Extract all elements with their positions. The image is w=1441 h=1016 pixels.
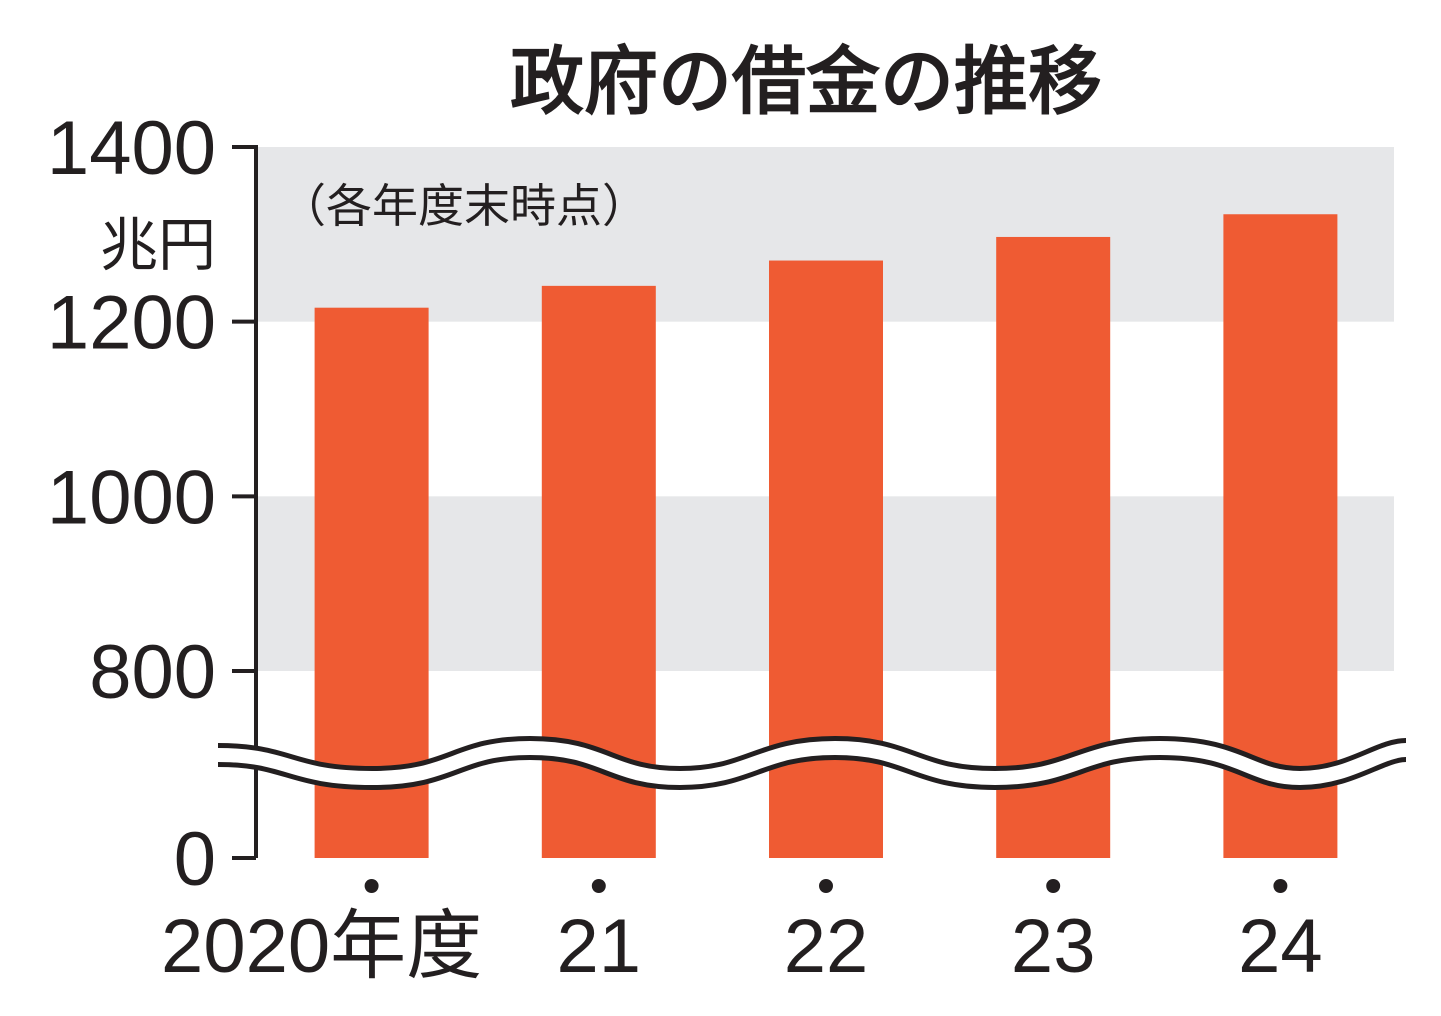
x-tick-dot — [364, 879, 379, 893]
x-tick-label: 2020年度 — [161, 904, 482, 989]
x-tick-dot — [1046, 879, 1061, 893]
chart-title: 政府の借金の推移 — [510, 39, 1102, 125]
y-tick-label: 1000 — [47, 455, 216, 540]
x-tick-dot — [819, 879, 833, 893]
bar-22 — [769, 260, 883, 858]
y-axis-unit: 兆円 — [100, 211, 216, 279]
y-tick-label: 1200 — [47, 281, 216, 366]
x-tick-labels: 2020年度 21 22 23 24 — [161, 879, 1323, 989]
chart-subtitle: （各年度末時点） — [280, 179, 648, 233]
y-tick-label: 0 — [174, 817, 216, 902]
y-tick-label: 800 — [89, 630, 216, 715]
x-tick-label: 21 — [557, 904, 642, 989]
x-tick-dot — [591, 879, 606, 893]
y-tick-label: 1400 — [47, 106, 216, 191]
x-tick-label: 24 — [1238, 904, 1323, 989]
x-tick-dot — [1273, 879, 1288, 893]
x-tick-label: 23 — [1011, 904, 1096, 989]
y-axis — [232, 145, 258, 860]
axis-break-icon — [217, 735, 1408, 791]
x-tick-label: 22 — [784, 904, 869, 989]
y-tick-labels: 0 800 1000 1200 1400 — [47, 106, 216, 902]
